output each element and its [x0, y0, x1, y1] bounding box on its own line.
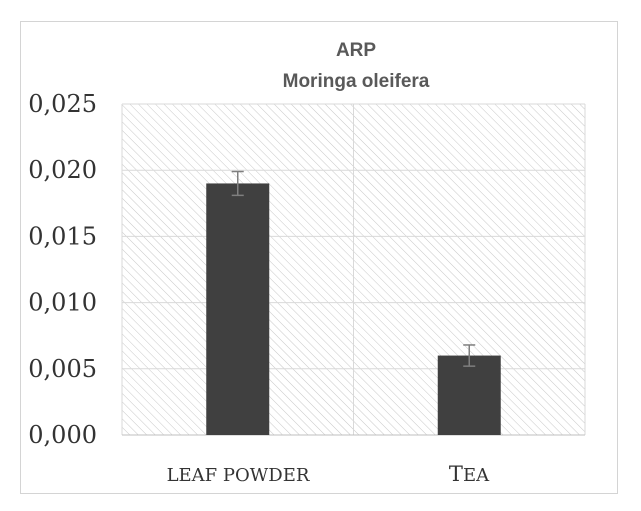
category-label-leaf-powder: LEAF POWDER	[167, 465, 310, 486]
bars	[206, 183, 501, 435]
bar	[206, 183, 270, 435]
y-tick-label: 0,010	[28, 289, 97, 317]
tea-label-initial: T	[449, 462, 463, 486]
error-bars	[231, 170, 476, 367]
y-tick-label: 0,025	[28, 90, 97, 118]
y-tick-label: 0,015	[28, 222, 97, 250]
category-label-tea: TEA	[449, 462, 490, 486]
y-tick-label: 0,005	[28, 355, 97, 383]
y-tick-label: 0,000	[28, 421, 97, 449]
y-tick-label: 0,020	[28, 156, 97, 184]
bar	[437, 355, 501, 435]
tea-label-rest: EA	[463, 465, 490, 486]
gridlines	[121, 103, 586, 436]
chart-title: ARP	[336, 40, 376, 61]
y-axis-ticks: 0,000 0,005 0,010 0,015 0,020 0,025	[28, 90, 97, 449]
chart-subtitle: Moringa oleifera	[283, 71, 430, 92]
